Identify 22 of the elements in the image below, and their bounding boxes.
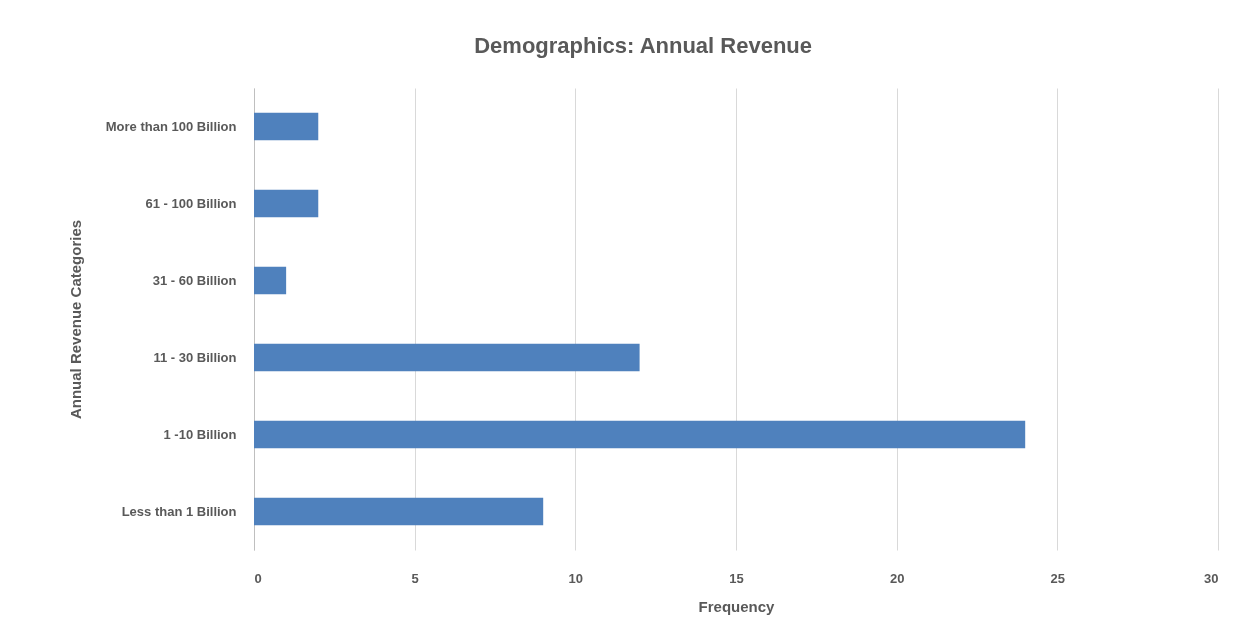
x-tick-label: 10 — [568, 570, 584, 586]
x-tick-label: 30 — [1204, 570, 1219, 586]
x-tick-label: 0 — [254, 570, 262, 586]
bar — [254, 266, 287, 295]
bar — [254, 112, 319, 141]
y-tick-label: 31 - 60 Billion — [152, 272, 237, 288]
bar — [254, 497, 544, 526]
bar — [254, 343, 640, 372]
x-tick-label: 20 — [889, 570, 905, 586]
bar — [254, 420, 1026, 449]
x-axis-title: Frequency — [698, 597, 776, 615]
chart-title: Demographics: Annual Revenue — [474, 33, 813, 58]
x-tick-label: 25 — [1050, 570, 1066, 586]
y-tick-label: 1 -10 Billion — [163, 426, 237, 442]
y-tick-label: Less than 1 Billion — [121, 503, 237, 519]
y-axis-title: Annual Revenue Categories — [66, 219, 84, 420]
y-tick-label: 11 - 30 Billion — [153, 349, 237, 365]
x-tick-label: 15 — [729, 570, 744, 586]
y-tick-label: More than 100 Billion — [105, 118, 237, 134]
bar — [254, 189, 319, 218]
y-tick-label: 61 - 100 Billion — [145, 195, 237, 211]
x-tick-label: 5 — [411, 570, 419, 586]
